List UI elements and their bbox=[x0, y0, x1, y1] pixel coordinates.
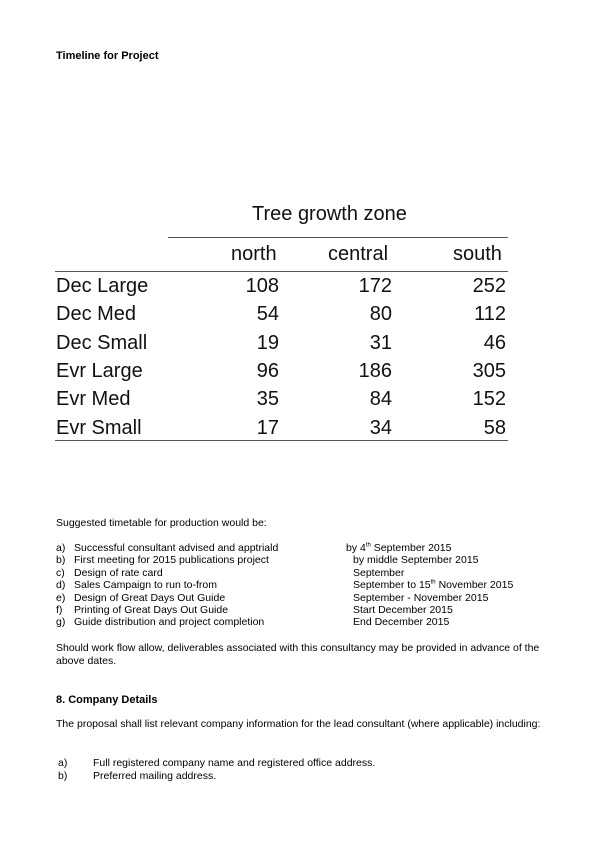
timetable-intro: Suggested timetable for production would… bbox=[56, 517, 267, 529]
company-detail-text: Full registered company name and registe… bbox=[93, 757, 376, 769]
tree-growth-table-figure: Tree growth zone north central south Dec… bbox=[50, 155, 528, 503]
timetable-item-task: Design of Great Days Out Guide bbox=[74, 591, 226, 604]
timetable-item-task: Guide distribution and project completio… bbox=[74, 616, 265, 629]
table-row-label: Evr Med bbox=[56, 388, 131, 411]
table-cell-north: 96 bbox=[256, 359, 279, 382]
table-cell-central: 31 bbox=[369, 331, 392, 354]
company-detail-letter: a) bbox=[58, 757, 68, 769]
table-cell-central: 186 bbox=[358, 359, 392, 382]
company-details-intro: The proposal shall list relevant company… bbox=[56, 718, 541, 730]
timetable-note: Should work flow allow, deliverables ass… bbox=[56, 642, 540, 667]
table-cell-central: 84 bbox=[369, 388, 392, 411]
timetable-item-letter: g) bbox=[56, 616, 66, 629]
table-cell-south: 252 bbox=[472, 275, 506, 297]
timetable-item-date: September - November 2015 bbox=[353, 591, 489, 604]
table-cell-south: 112 bbox=[474, 303, 506, 326]
company-detail-text: Preferred mailing address. bbox=[93, 770, 217, 782]
timetable-item-date: September to 15th November 2015 bbox=[353, 579, 514, 592]
timetable-item: d) Sales Campaign to run to-from September… bbox=[56, 579, 546, 592]
timetable-item-date: Start December 2015 bbox=[353, 604, 453, 616]
table-row-label: Evr Small bbox=[56, 416, 142, 439]
company-detail-letter: b) bbox=[58, 770, 68, 782]
table-cell-north: 35 bbox=[256, 388, 279, 411]
table-row-label: Dec Med bbox=[56, 303, 137, 326]
column-header-rule bbox=[55, 271, 508, 272]
timetable-item-letter: b) bbox=[56, 554, 66, 567]
timetable-item-task: Sales Campaign to run to-from bbox=[74, 579, 217, 592]
table-cell-north: 108 bbox=[245, 275, 279, 297]
timetable-item-task: First meeting for 2015 publications proj… bbox=[74, 554, 269, 567]
header-rule bbox=[168, 237, 508, 238]
timetable-item-letter: f) bbox=[56, 604, 63, 616]
table-cell-south: 152 bbox=[472, 388, 506, 411]
table-cell-north: 17 bbox=[256, 416, 279, 439]
timetable-item: a) Successful consultant advised and appt… bbox=[56, 542, 546, 555]
table-cell-central: 80 bbox=[369, 303, 392, 326]
timetable-item-task: Successful consultant advised and apptri… bbox=[74, 542, 279, 554]
timetable-item-date: by middle September 2015 bbox=[353, 554, 479, 567]
table-cell-central: 172 bbox=[358, 275, 392, 297]
table-header: Tree growth zone bbox=[252, 203, 407, 225]
timetable-item: b) First meeting for 2015 publications pr… bbox=[56, 554, 546, 567]
column-header-north: north bbox=[231, 243, 277, 265]
table-row-label: Dec Small bbox=[56, 331, 148, 354]
table-cell-north: 54 bbox=[256, 303, 279, 326]
timetable-item-letter: a) bbox=[56, 542, 66, 554]
table-bottom-rule bbox=[55, 440, 508, 441]
timetable-item: c) Design of rate card September bbox=[56, 567, 546, 580]
timetable-item: e) Design of Great Days Out Guide Septembe… bbox=[56, 592, 546, 605]
table-cell-south: 58 bbox=[483, 416, 506, 439]
timetable-item: f) Printing of Great Days Out Guide Start … bbox=[56, 604, 546, 617]
table-cell-north: 19 bbox=[256, 331, 279, 354]
table-cell-central: 34 bbox=[369, 416, 392, 439]
timetable-item: g) Guide distribution and project complet… bbox=[56, 616, 546, 629]
timetable-item-date: by 4th September 2015 bbox=[346, 542, 452, 554]
column-header-south: south bbox=[453, 243, 502, 265]
table-row-label: Dec Large bbox=[56, 275, 149, 297]
column-header-central: central bbox=[328, 243, 389, 265]
timetable-item-letter: c) bbox=[56, 566, 65, 579]
timetable-item-task: Printing of Great Days Out Guide bbox=[74, 604, 229, 616]
timetable-item-task: Design of rate card bbox=[74, 566, 163, 579]
company-detail-item: a) Full registered company name and regis… bbox=[58, 757, 538, 770]
table-row-label: Evr Large bbox=[56, 359, 143, 382]
timetable-item-date: End December 2015 bbox=[353, 616, 450, 629]
table-cell-south: 305 bbox=[472, 359, 506, 382]
company-details-heading: 8. Company Details bbox=[56, 694, 158, 706]
timetable-item-letter: d) bbox=[56, 579, 66, 592]
company-detail-item: b) Preferred mailing address. bbox=[58, 770, 538, 783]
table-cell-south: 46 bbox=[483, 331, 506, 354]
timetable-item-date: September bbox=[353, 566, 405, 579]
timetable-item-letter: e) bbox=[56, 591, 66, 604]
timeline-title: Timeline for Project bbox=[56, 50, 159, 62]
